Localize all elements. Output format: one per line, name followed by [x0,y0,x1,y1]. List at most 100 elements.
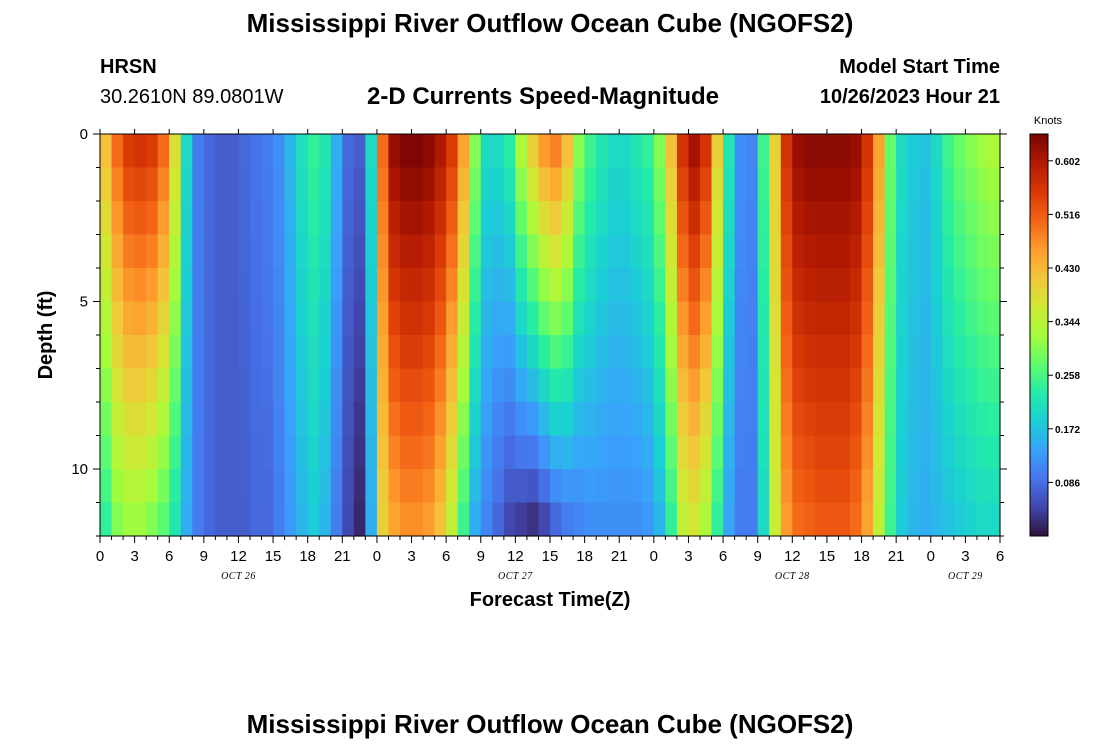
heatmap-cell [965,402,978,437]
heatmap-cell [146,502,159,537]
heatmap-cell [353,268,366,303]
heatmap-cell [538,335,551,370]
heatmap-cell [307,335,320,370]
x-tick-label: 6 [442,548,450,565]
heatmap-cell [284,435,297,470]
heatmap-cell [919,268,932,303]
heatmap-cell [688,368,701,403]
heatmap-cell [446,301,459,336]
heatmap-cell [942,134,955,169]
heatmap-cell [134,301,147,336]
heatmap-cell [111,301,124,336]
heatmap-cell [353,335,366,370]
x-tick-label: 9 [200,548,208,565]
heatmap-cell [907,335,920,370]
heatmap-cell [446,134,459,169]
heatmap-cell [884,201,897,236]
heatmap-cell [100,469,113,504]
heatmap-cell [215,435,228,470]
heatmap-cell [330,301,343,336]
heatmap-cell [815,167,828,202]
heatmap-cell [700,335,713,370]
heatmap-cell [273,234,286,269]
heatmap-cell [411,301,424,336]
heatmap-cell [526,301,540,336]
heatmap-cell [411,201,424,236]
heatmap-cell [734,167,747,202]
heatmap-cell [953,167,966,202]
heatmap-cell [803,469,816,504]
heatmap-cell [919,234,932,269]
heatmap-cell [942,368,955,403]
heatmap-cell [296,134,309,169]
day-label: OCT 27 [498,571,533,582]
heatmap-cell [423,402,436,437]
heatmap-cell [665,134,678,169]
heatmap-cell [746,335,759,370]
heatmap-cell [746,435,759,470]
heatmap-cell [676,435,690,470]
heatmap-cell [146,167,159,202]
heatmap-cell [538,268,551,303]
heatmap-cell [688,268,701,303]
heatmap-cell [976,268,990,303]
heatmap-cell [123,134,136,169]
heatmap-cell [180,335,193,370]
heatmap-cell [319,301,332,336]
heatmap-cell [826,234,840,269]
heatmap-cell [538,234,551,269]
heatmap-cell [850,435,863,470]
heatmap-cell [573,335,586,370]
heatmap-cell [676,335,690,370]
heatmap-cell [630,268,643,303]
heatmap-cell [330,368,343,403]
heatmap-cell [850,368,863,403]
heatmap-cell [584,234,597,269]
heatmap-cell [642,502,655,537]
heatmap-cell [630,234,643,269]
heatmap-cell [538,167,551,202]
heatmap-cell [884,335,897,370]
heatmap-cell [792,134,805,169]
heatmap-cell [215,234,228,269]
heatmap-cell [700,502,713,537]
heatmap-cell [526,502,540,537]
heatmap-cell [642,234,655,269]
heatmap-cell [896,402,909,437]
heatmap-cell [619,368,632,403]
x-tick-label: 21 [334,548,351,565]
heatmap-cell [157,402,170,437]
heatmap-cell [296,502,309,537]
heatmap-cell [757,201,770,236]
heatmap-cell [388,301,401,336]
heatmap-cell [226,335,240,370]
heatmap-cell [861,435,874,470]
heatmap-cell [780,234,793,269]
heatmap-cell [884,469,897,504]
heatmap-cell [480,234,493,269]
heatmap-cell [769,201,782,236]
heatmap-cell [573,234,586,269]
heatmap-cell [780,469,793,504]
heatmap-cell [215,502,228,537]
heatmap-cell [861,301,874,336]
heatmap-cell [919,134,932,169]
heatmap-cell [942,335,955,370]
footer-title: Mississippi River Outflow Ocean Cube (NG… [246,709,854,739]
heatmap-cell [723,268,736,303]
heatmap-cell [723,234,736,269]
heatmap-cell [653,301,666,336]
heatmap-cell [319,201,332,236]
heatmap-cell [376,435,390,470]
heatmap-cell [723,402,736,437]
heatmap-cell [653,435,666,470]
heatmap-cell [884,167,897,202]
heatmap-cell [746,301,759,336]
heatmap-cell [815,435,828,470]
x-tick-label: 3 [130,548,138,565]
heatmap-cell [238,435,251,470]
heatmap-cell [273,134,286,169]
heatmap-cell [573,134,586,169]
heatmap-cell [711,134,724,169]
heatmap-cell [388,335,401,370]
